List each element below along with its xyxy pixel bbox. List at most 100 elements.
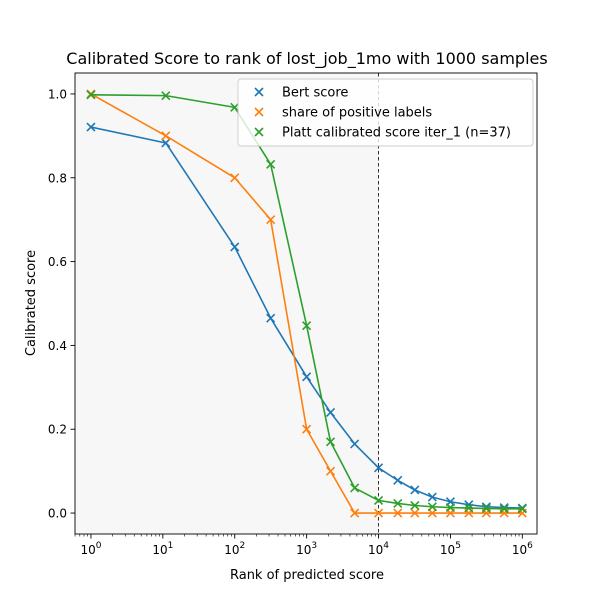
legend-box [237, 78, 534, 147]
data-point [499, 508, 509, 518]
marker-stroke [427, 502, 437, 512]
marker-stroke [350, 439, 360, 449]
plot-area: 100 101 102 103 104 105 106 0.0 0.2 0.4 0.6 0.8 1.0 [48, 72, 538, 557]
legend-label: Platt calibrated score iter_1 (n=37) [282, 126, 511, 141]
data-point [393, 508, 403, 518]
data-point [266, 215, 276, 225]
data-point [230, 173, 240, 183]
data-point [161, 91, 171, 101]
y-tick-label: 0.0 [48, 507, 67, 521]
data-point [393, 475, 403, 485]
marker-stroke [230, 242, 240, 252]
marker-stroke [325, 466, 336, 476]
marker-stroke [464, 503, 474, 513]
y-axis-label: Calibrated score [24, 250, 39, 356]
marker-stroke [393, 475, 403, 485]
data-point [302, 424, 312, 434]
marker-stroke [266, 215, 276, 225]
y-tick-label: 0.6 [48, 255, 67, 269]
marker-stroke [393, 508, 403, 518]
marker-stroke [86, 122, 96, 132]
data-point [230, 242, 240, 252]
marker-stroke [302, 424, 312, 434]
data-point [161, 138, 171, 148]
data-point [445, 503, 455, 513]
data-point [393, 498, 403, 508]
marker-stroke [393, 498, 403, 508]
legend-marker [254, 87, 264, 97]
data-point [481, 503, 491, 514]
chart-title: Calibrated Score to rank of lost_job_1mo… [66, 49, 547, 69]
marker-stroke [499, 508, 509, 518]
marker-stroke [427, 492, 437, 502]
x-tick-label: 101 [152, 541, 173, 557]
x-tick-label: 102 [224, 541, 245, 557]
x-tick-label: 104 [368, 541, 389, 557]
marker-stroke [325, 437, 336, 447]
axes-frame [74, 72, 538, 535]
data-point [517, 508, 527, 518]
x-axis-label: Rank of predicted score [230, 568, 384, 583]
marker-stroke [445, 503, 455, 513]
y-tick-label: 1.0 [48, 87, 67, 101]
data-point [427, 502, 437, 512]
data-point [350, 439, 360, 449]
marker-stroke [481, 503, 491, 514]
data-point [325, 437, 336, 447]
marker-stroke [266, 313, 276, 323]
legend-label: share of positive labels [282, 106, 432, 121]
marker-stroke [302, 321, 312, 331]
data-point [302, 321, 312, 331]
shaded-region [75, 73, 379, 534]
marker-stroke [373, 508, 384, 518]
series-line-1 [90, 93, 523, 514]
legend-marker-stroke [254, 107, 264, 117]
data-point [161, 131, 171, 141]
data-point [410, 485, 420, 495]
marker-stroke [266, 159, 276, 169]
data-point [325, 466, 336, 476]
data-point [410, 508, 420, 518]
data-point [373, 495, 384, 506]
data-point [499, 504, 509, 514]
marker-stroke [86, 90, 96, 100]
data-point [325, 407, 336, 418]
marker-stroke [230, 102, 240, 112]
x-tick-label: 103 [296, 541, 317, 557]
marker-stroke [410, 485, 420, 495]
x-tick-label: 100 [80, 541, 101, 557]
marker-stroke [325, 407, 336, 418]
marker-stroke [410, 508, 420, 518]
data-point [464, 503, 474, 513]
data-point [517, 504, 527, 514]
data-point [350, 508, 360, 518]
marker-stroke [373, 463, 384, 473]
legend-marker-stroke [254, 87, 264, 97]
data-point [410, 500, 420, 511]
marker-stroke [350, 483, 360, 493]
marker-stroke [517, 504, 527, 514]
marker-stroke [499, 504, 509, 514]
data-point [373, 508, 384, 518]
data-point [266, 159, 276, 169]
legend-marker [254, 127, 264, 137]
marker-stroke [161, 131, 171, 141]
x-tick-label: 105 [440, 541, 461, 557]
y-tick-label: 0.4 [48, 339, 67, 353]
legend-marker [254, 107, 264, 117]
data-point [266, 313, 276, 323]
y-tick-label: 0.8 [48, 171, 67, 185]
data-point [373, 463, 384, 473]
marker-stroke [410, 500, 420, 511]
legend-marker-stroke [254, 127, 264, 137]
series-line-0 [90, 126, 523, 509]
data-point [350, 483, 360, 493]
marker-stroke [161, 91, 171, 101]
marker-stroke [161, 138, 171, 148]
x-tick-label: 106 [512, 541, 533, 557]
data-point [86, 90, 96, 100]
legend: Bert score share of positive labels Platt … [237, 78, 534, 147]
marker-stroke [350, 508, 360, 518]
data-point [427, 492, 437, 502]
